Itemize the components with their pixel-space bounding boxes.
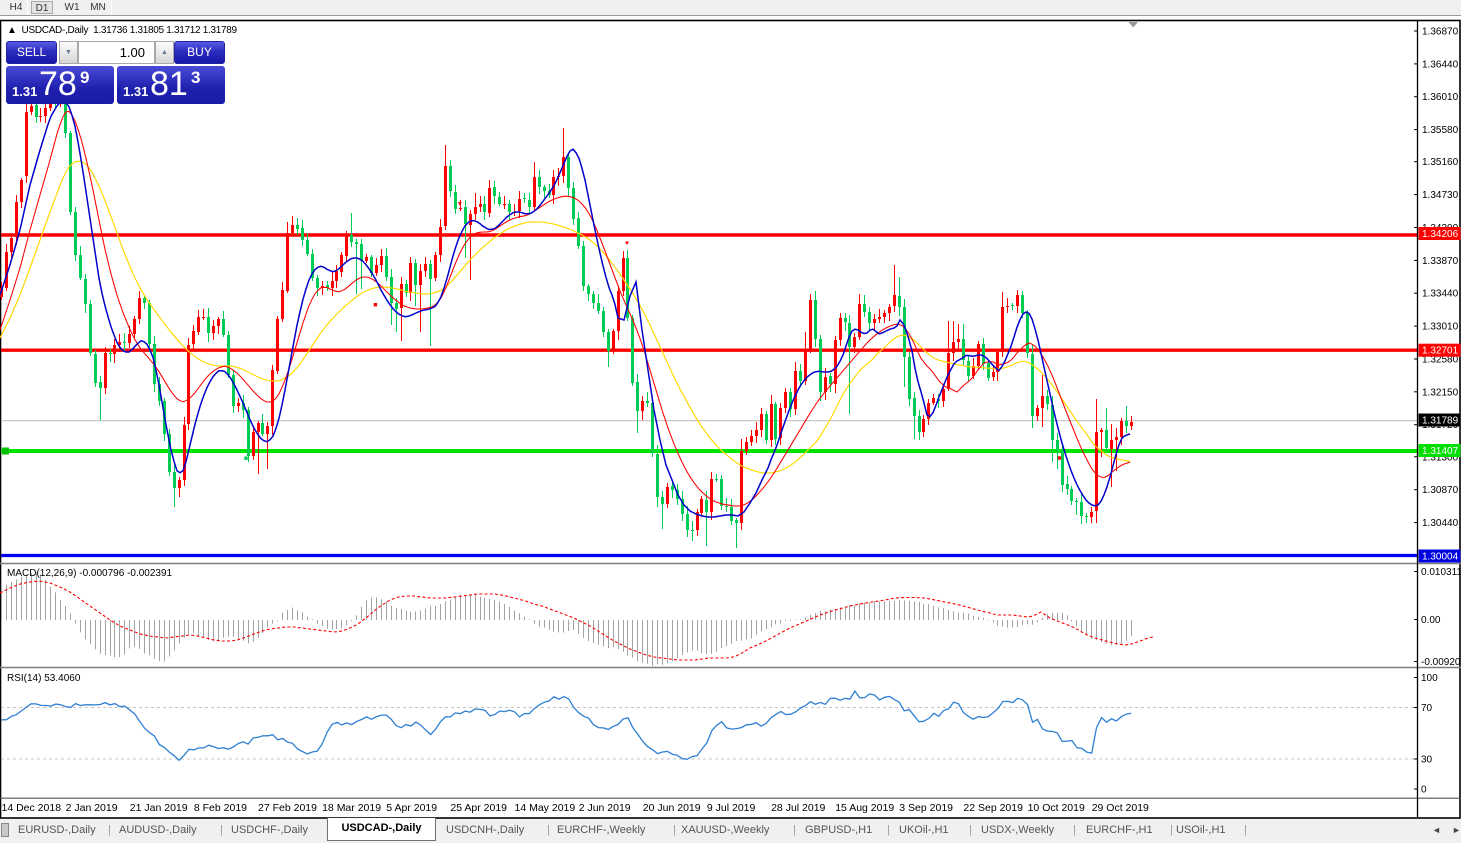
svg-text:RSI(14) 53.4060: RSI(14) 53.4060 xyxy=(7,673,81,684)
svg-text:2 Jun 2019: 2 Jun 2019 xyxy=(579,802,631,814)
svg-text:2 Jan 2019: 2 Jan 2019 xyxy=(66,802,118,814)
svg-text:1.31789: 1.31789 xyxy=(1422,416,1459,427)
svg-text:25 Apr 2019: 25 Apr 2019 xyxy=(450,802,507,814)
svg-text:1.30004: 1.30004 xyxy=(1422,552,1459,563)
svg-text:1.31407: 1.31407 xyxy=(1422,446,1459,457)
svg-text:1.32580: 1.32580 xyxy=(1422,355,1459,366)
svg-text:0.00: 0.00 xyxy=(1421,615,1441,626)
svg-text:1.32701: 1.32701 xyxy=(1422,346,1459,357)
svg-text:1.33870: 1.33870 xyxy=(1422,256,1459,267)
svg-text:1.33440: 1.33440 xyxy=(1422,289,1459,300)
svg-text:1.36010: 1.36010 xyxy=(1422,92,1459,103)
svg-text:-0.009203: -0.009203 xyxy=(1421,657,1461,668)
svg-text:1.33010: 1.33010 xyxy=(1422,322,1459,333)
svg-text:1.31300: 1.31300 xyxy=(1422,452,1459,463)
svg-text:14 Dec 2018: 14 Dec 2018 xyxy=(2,802,62,814)
svg-text:22 Sep 2019: 22 Sep 2019 xyxy=(963,802,1023,814)
svg-text:15 Aug 2019: 15 Aug 2019 xyxy=(835,802,894,814)
svg-text:3 Sep 2019: 3 Sep 2019 xyxy=(899,802,953,814)
svg-text:0.010311: 0.010311 xyxy=(1421,567,1461,578)
svg-text:20 Jun 2019: 20 Jun 2019 xyxy=(643,802,701,814)
svg-text:28 Jul 2019: 28 Jul 2019 xyxy=(771,802,825,814)
svg-text:1.36870: 1.36870 xyxy=(1422,27,1459,38)
svg-text:100: 100 xyxy=(1421,673,1438,684)
svg-text:1.30440: 1.30440 xyxy=(1422,518,1459,529)
svg-text:1.34730: 1.34730 xyxy=(1422,190,1459,201)
svg-text:9 Jul 2019: 9 Jul 2019 xyxy=(707,802,756,814)
svg-text:70: 70 xyxy=(1421,703,1433,714)
svg-text:18 Mar 2019: 18 Mar 2019 xyxy=(322,802,381,814)
svg-text:1.34206: 1.34206 xyxy=(1422,229,1459,240)
svg-text:5 Apr 2019: 5 Apr 2019 xyxy=(386,802,437,814)
svg-text:30: 30 xyxy=(1421,755,1433,766)
svg-text:1.36440: 1.36440 xyxy=(1422,59,1459,70)
svg-text:8 Feb 2019: 8 Feb 2019 xyxy=(194,802,247,814)
svg-text:1.32150: 1.32150 xyxy=(1422,387,1459,398)
svg-text:1.30870: 1.30870 xyxy=(1422,485,1459,496)
svg-text:1.35580: 1.35580 xyxy=(1422,125,1459,136)
svg-text:29 Oct 2019: 29 Oct 2019 xyxy=(1092,802,1149,814)
svg-text:14 May 2019: 14 May 2019 xyxy=(515,802,576,814)
svg-text:0: 0 xyxy=(1421,785,1427,796)
svg-text:10 Oct 2019: 10 Oct 2019 xyxy=(1028,802,1085,814)
svg-text:21 Jan 2019: 21 Jan 2019 xyxy=(130,802,188,814)
svg-text:1.35160: 1.35160 xyxy=(1422,157,1459,168)
svg-text:27 Feb 2019: 27 Feb 2019 xyxy=(258,802,317,814)
svg-text:MACD(12,26,9) -0.000796 -0.002: MACD(12,26,9) -0.000796 -0.002391 xyxy=(7,568,173,579)
